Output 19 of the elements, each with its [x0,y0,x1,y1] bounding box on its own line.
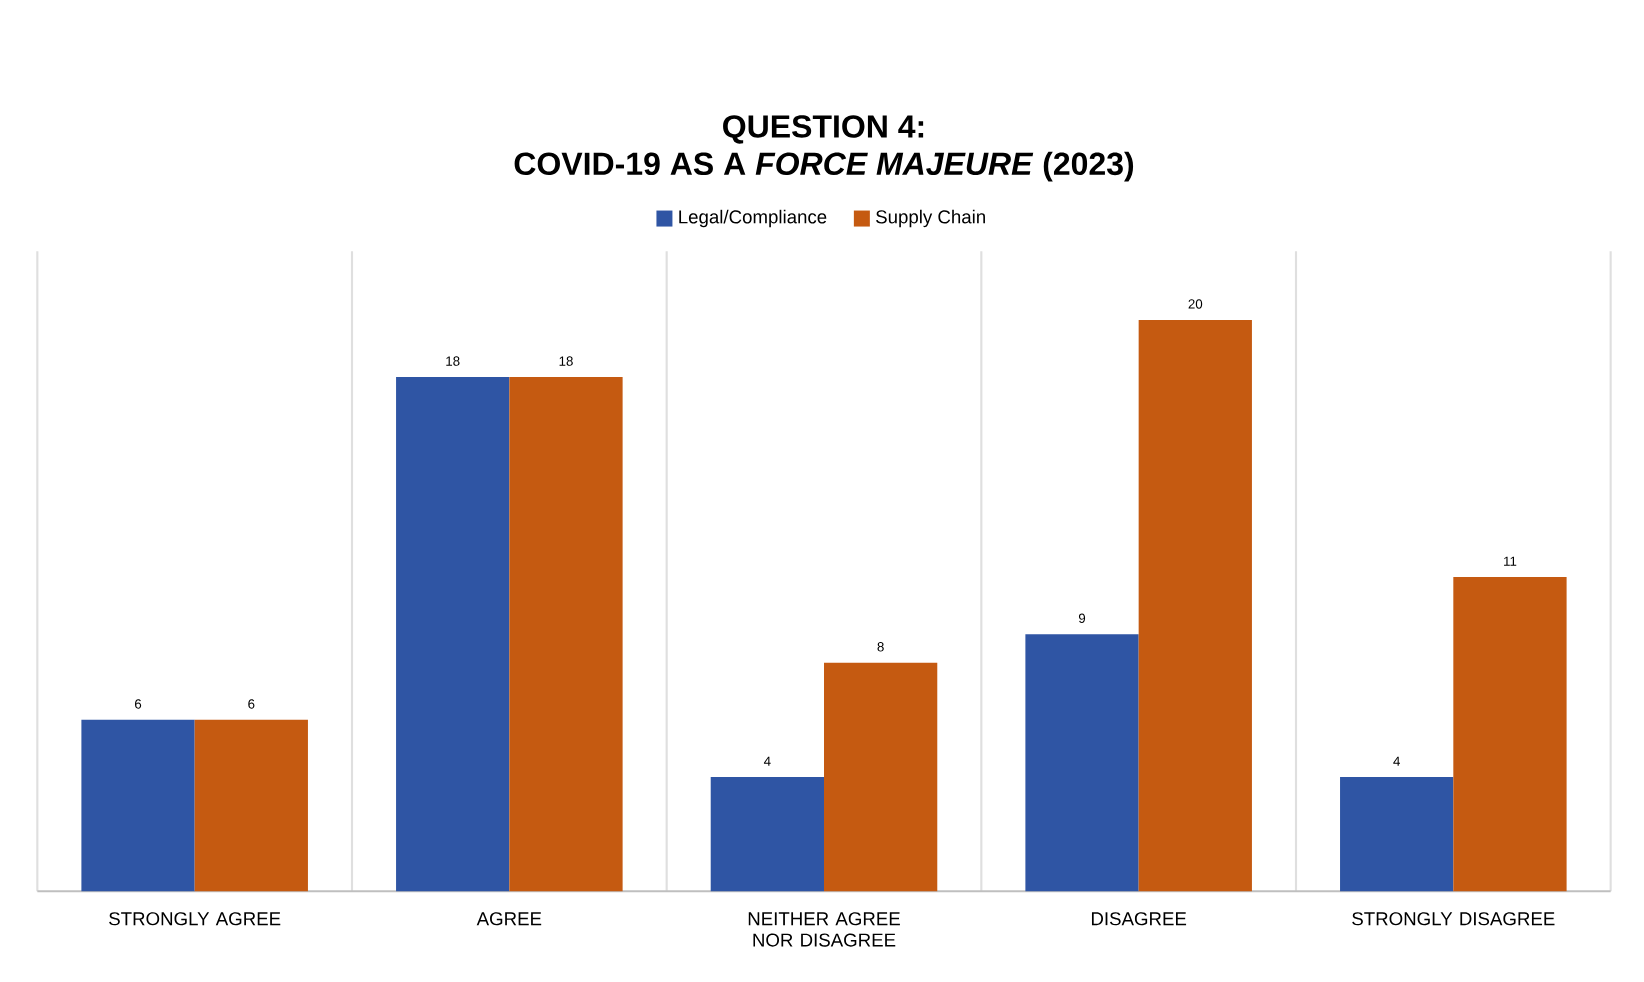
legend-label: Legal/Compliance [679,209,827,228]
legend-label: Supply Chain [876,209,985,228]
bar [710,777,824,892]
bar [396,377,510,892]
bar [509,377,623,892]
bar [1025,634,1139,892]
bar [1453,577,1567,892]
x-tick-label: NEITHER AGREE NOR DISAGREE [748,912,900,947]
bar [824,662,938,892]
chart-subtitle: COVID-19 AS A FORCE MAJEURE (2023) [514,151,1134,182]
bar [81,719,195,892]
x-tick-label: AGREE [476,912,542,926]
x-tick-label: STRONGLY AGREE [109,912,281,926]
x-tick-label: STRONGLY DISAGREE [1352,912,1555,926]
chart-title: QUESTION 4: [723,115,924,144]
bar [1340,777,1454,892]
bar [194,719,308,892]
bar [1138,319,1252,892]
x-tick-label: DISAGREE [1091,912,1187,926]
